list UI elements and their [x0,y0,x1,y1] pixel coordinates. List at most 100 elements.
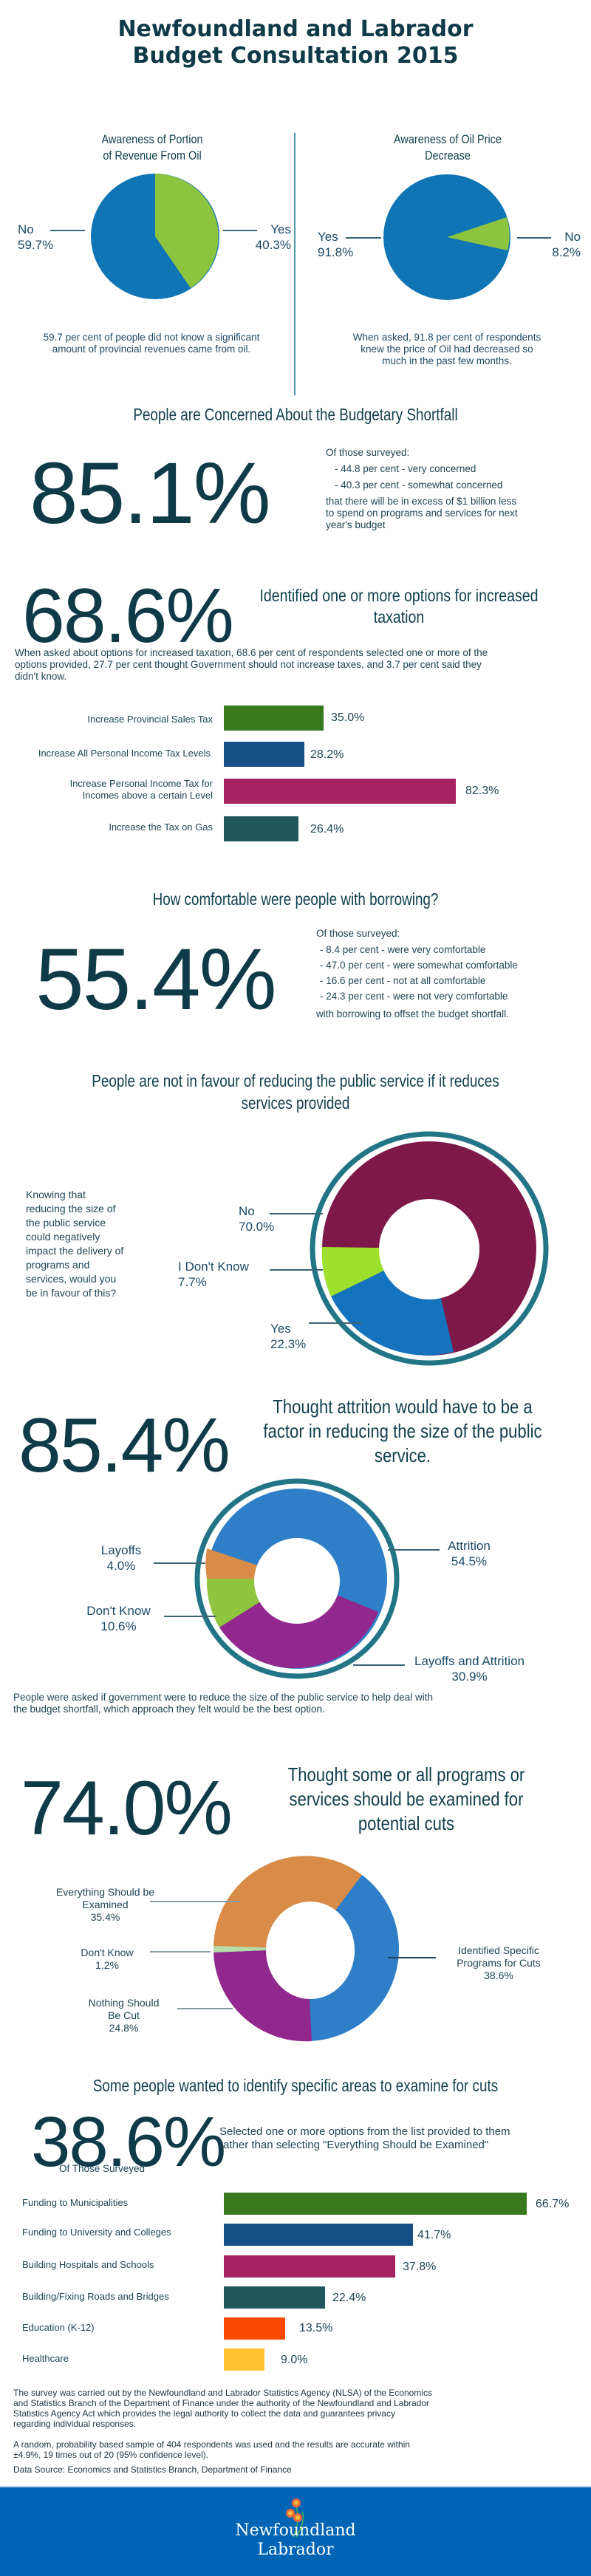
column-divider [294,133,296,395]
question-line: reducing the size of [26,1203,116,1214]
label-text: Don't Know [86,1604,151,1618]
heading-line: Identified one or more options for incre… [259,586,539,605]
label-text: Don't Know [81,1947,134,1958]
bar-value: 82.3% [465,785,499,797]
desc-line: rather than selecting "Everything Should… [219,2139,489,2151]
borrowing-big-number: 55.4% [35,931,277,1028]
title-line-2: Budget Consultation 2015 [132,43,459,69]
borrowing-details: Of those surveyed: - 8.4 per cent - were… [316,928,582,1020]
oil-revenue-caption: 59.7 per cent of people did not know a s… [15,332,288,355]
value-text: 22.3% [270,1337,307,1351]
leader-line [50,230,85,231]
attrition-heading: Thought attrition would have to be a fac… [249,1395,557,1468]
bar-value: 13.5% [299,2322,333,2334]
survey-methodology-note: The survey was carried out by the Newfou… [13,2388,501,2475]
heading-line: Thought some or all programs or [287,1763,525,1786]
attrition-caption: People were asked if government were to … [13,1692,575,1715]
oil-revenue-title-line-2: of Revenue From Oil [103,148,202,163]
bar-value: 26.4% [310,823,344,836]
bar-education [224,2317,285,2340]
oil-price-caption: When asked, 91.8 per cent of respondents… [310,332,584,367]
value-text: 4.0% [106,1559,136,1573]
taxation-description: When asked about options for increased t… [15,647,584,683]
bar-provincial-sales-tax [224,706,324,731]
value-text: 7.7% [178,1275,207,1289]
oil-price-pie-chart [383,174,510,300]
value-text: 70.0% [239,1220,275,1234]
bar-tax-on-gas [224,816,298,841]
heading-line: factor in reducing the size of the publi… [263,1420,542,1442]
attrition-attrition-label: Attrition 54.5% [436,1538,502,1569]
footnote-line: regarding individual responses. [13,2419,137,2429]
question-line: the public service [26,1217,106,1229]
logo-newfoundland: Newfoundland [235,2521,356,2540]
specific-areas-big-number: 38.6% [31,2102,226,2182]
footnote-line: and Statistics Branch of the Department … [13,2398,430,2408]
bar-label: Building Hospitals and Schools [22,2259,154,2270]
bar-label-line: Incomes above a certain Level [82,790,213,801]
label-text: Layoffs and Attrition [414,1654,525,1668]
oil-revenue-pie-chart [91,174,219,299]
heading-line: potential cuts [358,1812,455,1834]
value-text: 59.7% [18,238,54,252]
logo-labrador: Labrador [257,2541,334,2559]
value-text: 24.8% [109,2022,139,2034]
outro-text: with borrowing to offset the budget shor… [316,1008,509,1019]
shortfall-big-number: 85.1% [30,445,271,542]
label-text: No [18,222,34,236]
oil-price-title-line-1: Awareness of Oil Price [394,132,502,146]
heading-line: services should be examined for [289,1788,524,1810]
oil-price-no-label: No 8.2% [539,229,581,260]
bar-healthcare [224,2348,264,2371]
public-service-dk-label: I Don't Know 7.7% [178,1259,249,1290]
public-service-heading: People are not in favour of reducing the… [53,1070,538,1114]
desc-line: didn't know. [15,671,67,682]
bar-label-line: Increase Personal Income Tax for [69,778,213,789]
bar-label: Increase Provincial Sales Tax [87,714,213,725]
value-text: 30.9% [451,1670,488,1684]
taxation-big-number: 68.6% [22,573,234,659]
question-line: programs and [26,1259,90,1271]
bar-all-income-tax [224,742,304,767]
question-line: Knowing that [26,1189,86,1200]
label-text: Yes [270,222,291,236]
oil-revenue-chart-title: Awareness of Portion of Revenue From Oil [58,131,247,164]
intro-text: Of those surveyed: [326,447,410,458]
specific-areas-description: Selected one or more options from the li… [219,2125,574,2152]
list-item: - 8.4 per cent - were very comfortable [320,944,486,955]
programs-dk-label: Don't Know 1.2% [66,1947,148,1972]
oil-revenue-no-label: No 59.7% [18,222,53,253]
label-text: I Don't Know [178,1260,249,1274]
bar-value: 37.8% [403,2261,437,2273]
shortfall-heading: People are Concerned About the Budgetary… [133,405,458,424]
label-text: Everything Should be [55,1886,155,1898]
desc-line: When asked about options for increased t… [15,647,488,658]
specific-areas-big-sub: Of Those Surveyed [58,2163,146,2174]
label-text: Programs for Cuts [457,1957,541,1969]
caption-line: knew the price of Oil had decreased so [361,344,533,355]
programs-identified-label: Identified Specific Programs for Cuts 38… [436,1944,561,1982]
value-text: 10.6% [100,1619,137,1633]
bar-university-colleges [224,2224,413,2246]
bar-value: 41.7% [417,2229,451,2241]
attrition-layoffs-label: Layoffs 4.0% [95,1542,147,1574]
bar-label: Funding to Municipalities [22,2197,129,2208]
leader-line [150,1951,211,1953]
shortfall-details: Of those surveyed: - 44.8 per cent - ver… [326,447,577,531]
caption-line: When asked, 91.8 per cent of respondents [352,332,542,343]
value-text: 35.4% [90,1911,120,1923]
value-text: 8.2% [552,245,581,259]
list-item: - 44.8 per cent - very concerned [335,463,476,474]
footnote-line: A random, probability based sample of 40… [13,2439,410,2450]
bar-value: 22.4% [332,2292,366,2304]
programs-nothing-label: Nothing Should Be Cut 24.8% [70,1997,177,2035]
list-item: - 40.3 per cent - somewhat concerned [335,479,503,491]
leader-line [309,1322,362,1324]
label-text: Examined [82,1899,129,1910]
label-text: Identified Specific [458,1944,539,1956]
label-text: Yes [270,1322,291,1336]
leader-line [388,1549,440,1551]
label-text: No [564,230,581,244]
taxation-heading: Identified one or more options for incre… [248,585,550,628]
list-item: - 16.6 per cent - not at all comfortable [320,975,486,986]
